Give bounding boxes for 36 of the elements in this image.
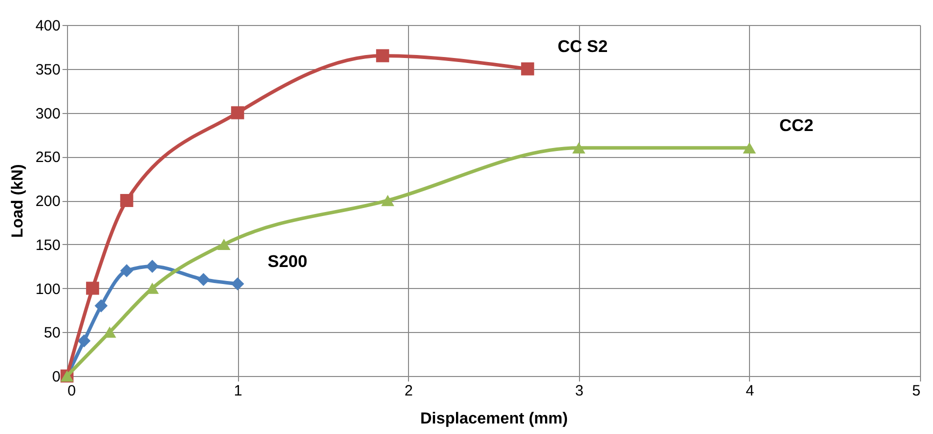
point: [103, 326, 116, 338]
point: [196, 272, 210, 286]
series-label: S200: [268, 252, 308, 271]
series-label: CC S2: [558, 36, 608, 56]
y-tick-label: 150: [35, 236, 60, 254]
point: [376, 49, 390, 62]
x-axis-title: Displacement (mm): [420, 410, 568, 428]
y-tick-label: 250: [35, 149, 60, 166]
y-tick-label: 100: [35, 280, 60, 298]
point: [86, 282, 100, 295]
y-tick-label: 0: [52, 368, 60, 386]
y-tick-label: 50: [44, 324, 60, 342]
point: [94, 299, 108, 312]
point: [742, 142, 756, 154]
y-axis-title: Load (kN): [9, 164, 26, 238]
point: [521, 62, 534, 76]
point: [120, 264, 134, 278]
y-tick-label: 400: [35, 18, 60, 34]
x-tick-label: 1: [234, 382, 242, 400]
x-tick-label: 0: [68, 382, 76, 400]
point: [231, 106, 244, 120]
point: [120, 194, 134, 208]
point: [146, 260, 159, 273]
point: [78, 334, 91, 348]
x-tick-label: 5: [912, 382, 920, 400]
point: [572, 142, 586, 154]
x-tick-label: 3: [575, 382, 584, 400]
x-tick-label: 2: [404, 382, 413, 400]
y-tick-label: 300: [35, 105, 60, 122]
x-tick-label: 4: [746, 382, 754, 400]
point: [231, 277, 244, 290]
point: [381, 194, 394, 206]
point: [217, 238, 230, 250]
series-label: CC2: [779, 116, 814, 135]
y-tick-label: 200: [35, 193, 60, 210]
y-tick-label: 350: [35, 61, 60, 78]
